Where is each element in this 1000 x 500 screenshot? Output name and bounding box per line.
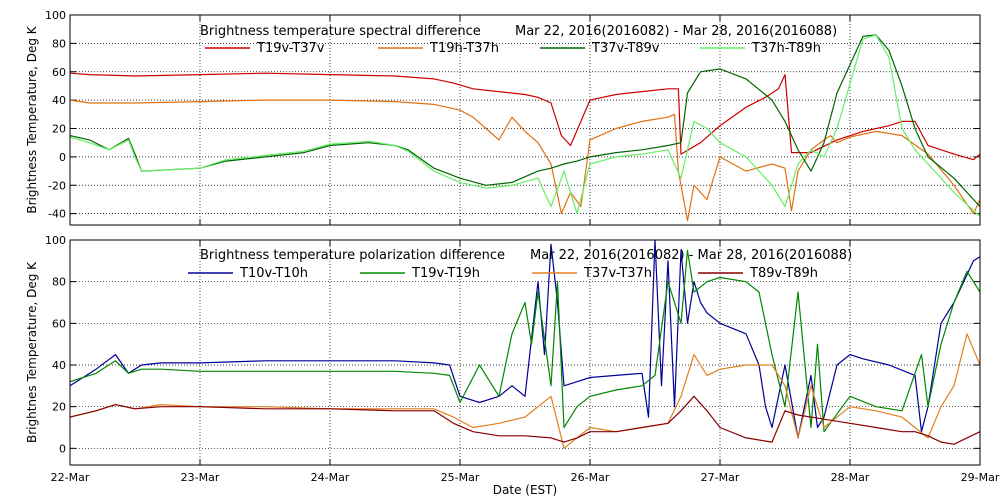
series-line-T37h-T89h — [69, 34, 981, 217]
y-tick-label: 40 — [52, 359, 66, 372]
series-line-T37v-T89v — [69, 34, 981, 208]
x-tick-label: 29-Mar — [961, 471, 1000, 484]
polarization-difference-panel: 0 20 40 60 80 100 Brightness temperature polar… — [25, 234, 1000, 484]
y-tick-label: 0 — [59, 151, 66, 164]
y-tick-label: 80 — [52, 37, 66, 50]
legend-label: T10v-T10h — [239, 266, 308, 281]
y-tick-label: -20 — [48, 179, 66, 192]
panel-date-range: Mar 22, 2016(2016082) - Mar 28, 2016(201… — [530, 248, 852, 263]
legend-label: T89v-T89h — [749, 266, 818, 281]
y-tick-label: -40 — [48, 208, 66, 221]
spectral-difference-panel: -40 -20 0 20 40 60 80 100 Brightness temperature… — [25, 9, 981, 226]
x-tick-label: 23-Mar — [181, 471, 220, 484]
y-tick-label: 100 — [45, 234, 66, 247]
y-tick-label: 20 — [52, 123, 66, 136]
x-tick-label: 24-Mar — [311, 471, 350, 484]
plot-frame — [69, 14, 981, 226]
legend-label: T19v-T19h — [411, 266, 480, 281]
series-line-T89v-T89h — [69, 395, 981, 445]
y-tick-label: 60 — [52, 317, 66, 330]
x-tick-label: 22-Mar — [51, 471, 90, 484]
x-tick-label: 28-Mar — [831, 471, 870, 484]
panel-title: Brightness temperature spectral differen… — [200, 24, 481, 39]
y-tick-label: 40 — [52, 94, 66, 107]
series-line-T10v-T10h — [69, 239, 981, 439]
panel-date-range: Mar 22, 2016(2016082) - Mar 28, 2016(201… — [515, 24, 837, 39]
legend-label: T37v-T37h — [583, 266, 652, 281]
y-axis-label: Brightness Temperature, Deg K — [25, 25, 39, 213]
x-tick-label: 25-Mar — [441, 471, 480, 484]
x-tick-label: 27-Mar — [701, 471, 740, 484]
y-tick-label: 60 — [52, 66, 66, 79]
y-tick-label: 0 — [59, 442, 66, 455]
panel-title: Brightness temperature polarization diff… — [200, 248, 505, 263]
legend-label: T37h-T89h — [751, 41, 821, 56]
legend-label: T37v-T89v — [591, 41, 660, 56]
y-tick-label: 100 — [45, 9, 66, 22]
series-line-T19v-T37v — [69, 72, 981, 161]
x-tick-label: 26-Mar — [571, 471, 610, 484]
plot-frame — [69, 239, 981, 466]
legend-label: T19h-T37h — [429, 41, 499, 56]
y-axis-label: Brightnes Temperature, Deg K — [25, 261, 39, 443]
y-tick-label: 20 — [52, 401, 66, 414]
x-axis-label: Date (EST) — [493, 483, 557, 497]
y-tick-label: 80 — [52, 276, 66, 289]
legend-label: T19v-T37v — [256, 41, 325, 56]
series-line-T19v-T19h — [69, 249, 981, 433]
series-line-T19h-T37h — [69, 99, 981, 222]
